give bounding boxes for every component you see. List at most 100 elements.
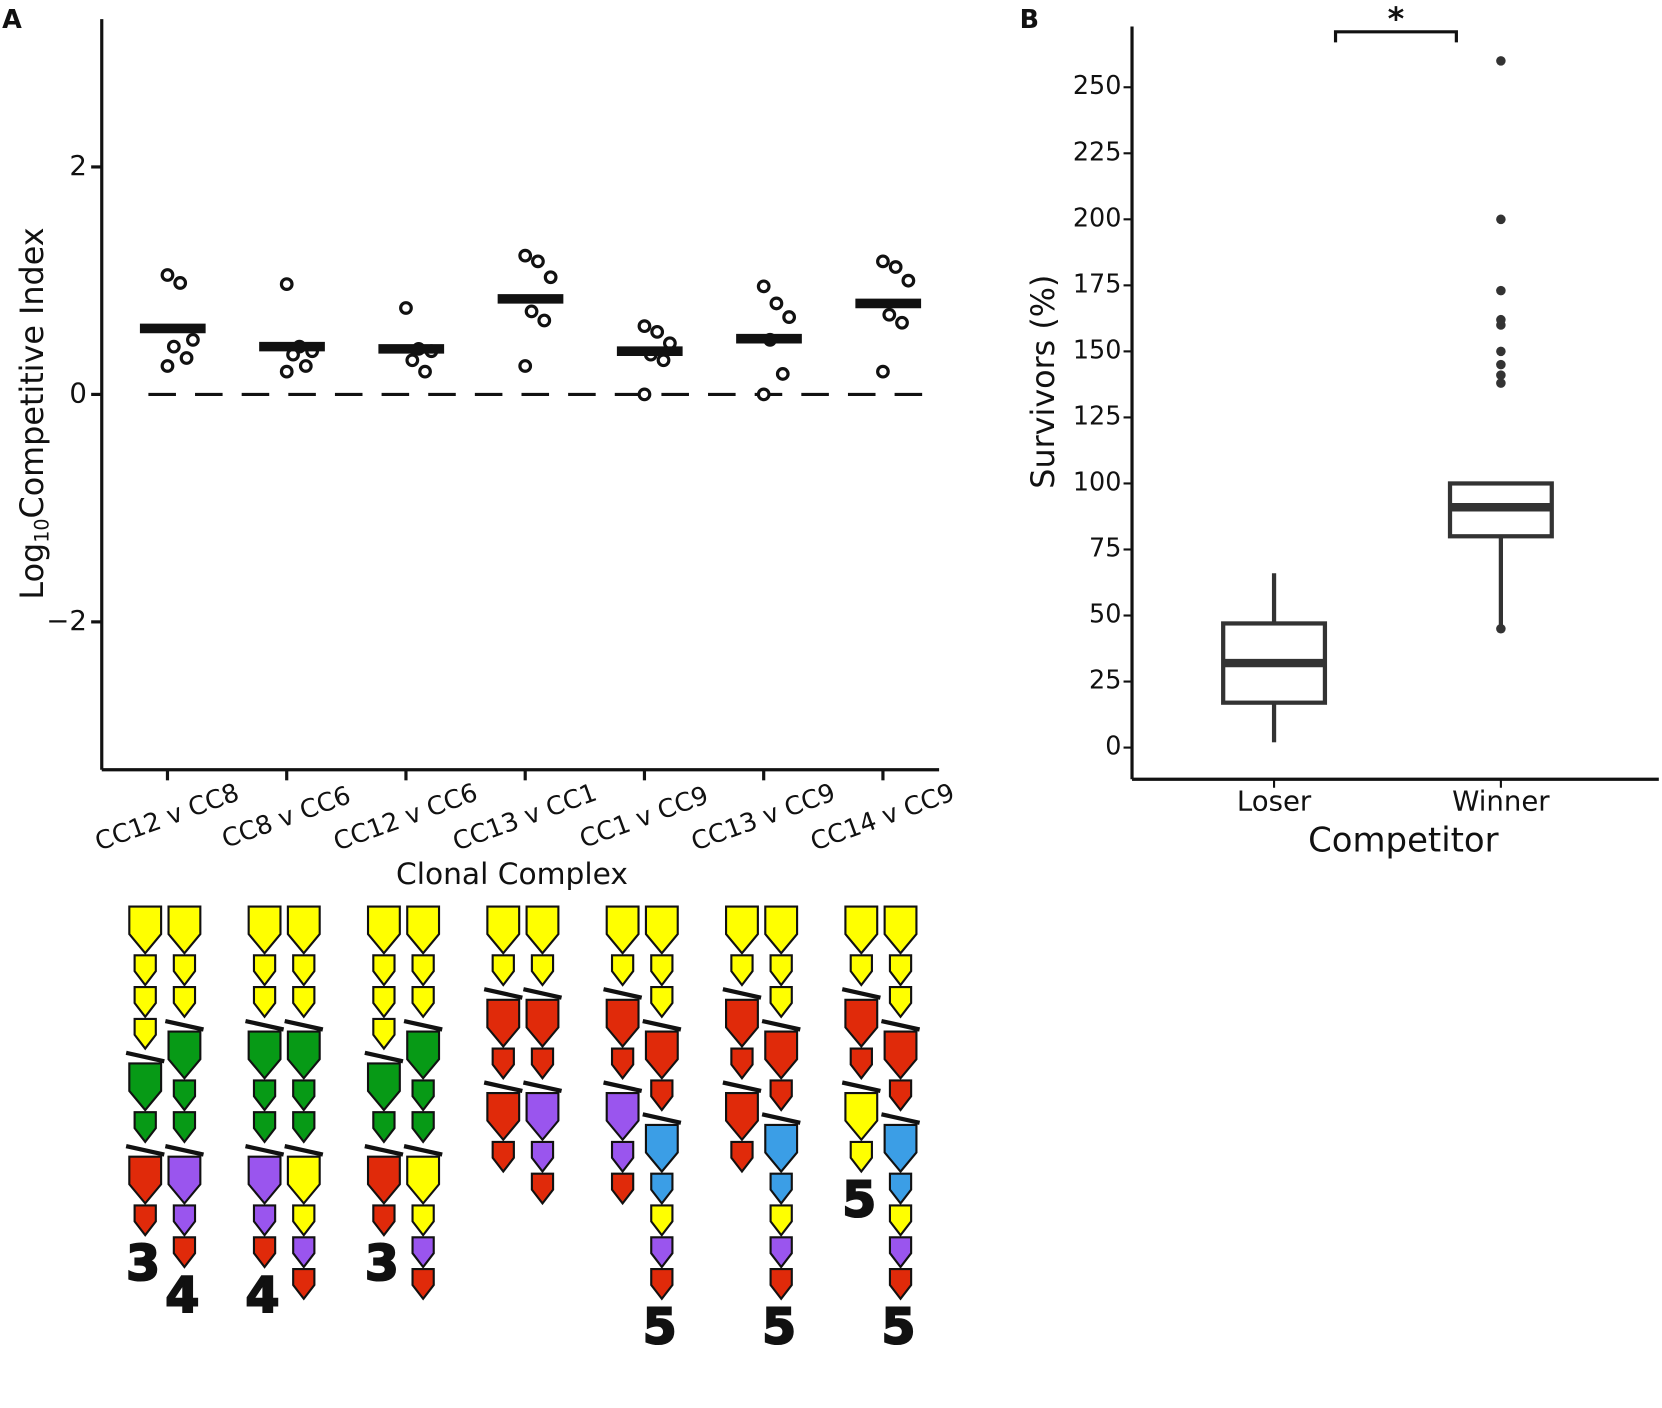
gene-arrow [406,1155,441,1206]
gene-arrow [486,905,521,955]
gene-arrow [605,905,640,955]
gene-arrow [888,1268,913,1301]
y-tick-label: 100 [1073,466,1122,496]
gene-arrow [644,1123,679,1174]
gene-arrow [172,954,197,987]
gene-arrow [167,1155,202,1206]
gene-arrow [133,1111,157,1144]
gene-arrow [883,1030,918,1080]
break-mark [403,1018,443,1032]
data-point [901,273,916,288]
y-tick-label: 150 [1073,334,1122,364]
gene-arrow [406,905,441,955]
gene-arrow [366,1062,401,1112]
y-label-base: Log [14,543,51,600]
gene-arrow [888,1236,913,1269]
gene-arrow [133,954,157,987]
y-label-subscript: 10 [31,518,53,542]
gene-arrow [730,954,754,987]
cluster-number: 3 [365,1236,399,1292]
gene-arrow [764,1030,799,1080]
cluster-number: 3 [126,1236,160,1292]
break-mark [284,1144,324,1157]
break-mark [841,1080,881,1094]
gene-arrow [730,1047,754,1081]
data-point [637,319,652,334]
outlier [1496,214,1506,225]
gene-arrow [888,954,913,987]
break-mark [164,1144,204,1157]
outlier [1496,370,1506,380]
gene-arrow [286,905,321,955]
gene-arrow [486,1092,521,1142]
gene-arrow [530,1047,555,1081]
gene-arrow [844,998,879,1049]
gene-arrow [167,905,202,955]
gene-arrow [406,1030,441,1080]
break-mark [522,987,563,1000]
gene-arrow [292,1111,316,1144]
data-point [531,254,545,269]
break-mark [364,1050,404,1064]
gene-arrow [247,1155,282,1206]
break-mark [164,1018,204,1032]
gene-arrow [372,1111,396,1144]
gene-arrow [530,954,555,987]
data-point [782,310,797,324]
gene-arrow [292,954,316,987]
gene-arrow [411,954,435,987]
data-point [543,270,558,285]
break-mark [483,1080,523,1094]
data-point [518,359,533,373]
gene-arrow [247,1030,282,1080]
gene-arrow [172,986,197,1019]
data-point [399,301,413,315]
gene-arrow [769,1268,793,1301]
data-point [179,351,194,365]
gene-arrow [769,1236,793,1269]
gene-arrow [411,1079,435,1112]
break-mark [722,987,762,1000]
gene-arrow [610,1140,635,1174]
gene-arrow [849,954,873,987]
gene-arrow [491,1140,515,1174]
x-tick-label: Loser [1237,786,1312,818]
gene-arrow [605,998,640,1049]
outlier [1496,285,1506,296]
gene-arrow [252,954,277,987]
gene-arrow [366,1155,401,1206]
break-mark [841,987,881,1000]
break-mark [603,987,643,1000]
gene-arrow [286,1030,321,1080]
gene-arrow [610,1047,635,1081]
gene-arrow [372,954,396,987]
gene-arrow [411,1111,435,1144]
gene-arrow [888,1204,913,1237]
gene-arrow [292,986,316,1019]
data-point [298,359,313,373]
data-point [160,268,175,282]
data-point [888,260,903,274]
gene-arrow [650,986,674,1019]
gene-arrow [292,1204,316,1237]
gene-arrow [644,1030,679,1080]
gene-arrow [247,905,282,955]
break-mark [403,1144,443,1157]
gene-arrow [491,954,515,987]
gene-arrow [650,1236,674,1269]
break-mark [642,1112,682,1125]
gene-arrow [411,1204,435,1237]
significance-label: * [1388,1,1405,38]
break-mark [761,1112,801,1125]
outlier [1496,359,1506,370]
break-mark [722,1080,762,1094]
outlier [1496,378,1506,388]
data-point [650,324,665,339]
y-axis-label: Log10Competitive Index [14,227,53,599]
cluster-number: 5 [643,1300,677,1356]
gene-arrow [366,905,401,955]
data-point [173,276,188,290]
gene-arrow [764,905,799,955]
break-mark [125,1050,165,1064]
gene-arrow [172,1204,197,1237]
